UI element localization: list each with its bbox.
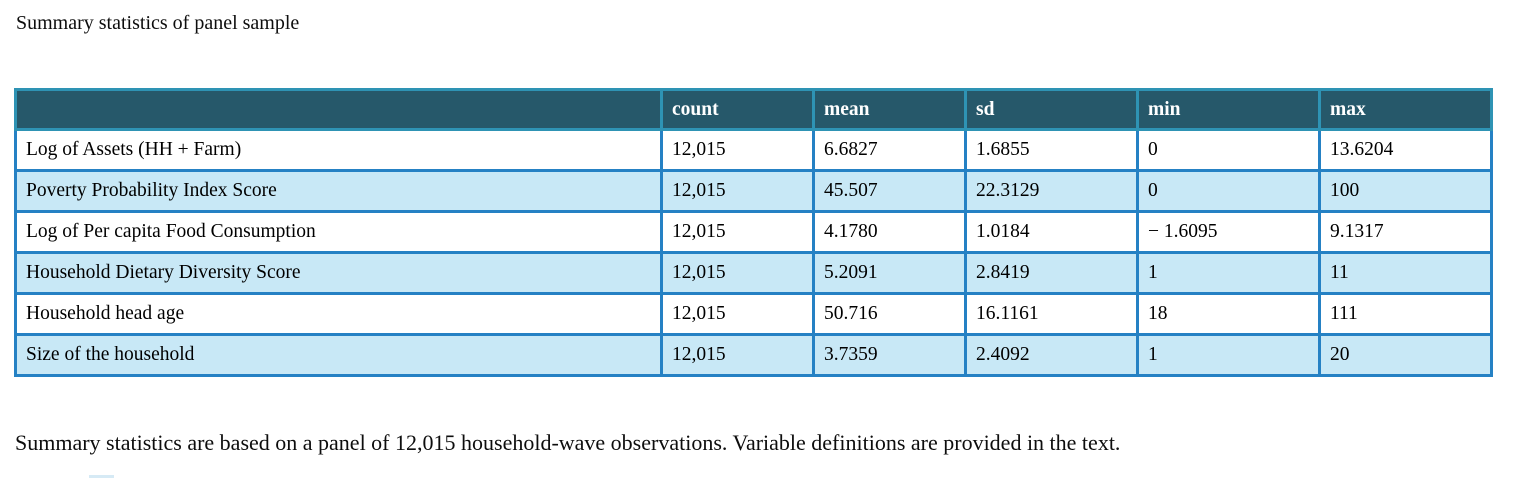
cell-count: 12,015: [660, 210, 815, 254]
cell-mean: 45.507: [812, 169, 967, 213]
column-header-count: count: [660, 88, 815, 131]
cell-count: 12,015: [660, 292, 815, 336]
cell-mean: 50.716: [812, 292, 967, 336]
cell-sd: 1.0184: [964, 210, 1139, 254]
cell-max: 20: [1318, 333, 1493, 377]
page-title: Summary statistics of panel sample: [16, 12, 300, 34]
row-label: Size of the household: [14, 333, 663, 377]
cell-sd: 1.6855: [964, 128, 1139, 172]
cell-count: 12,015: [660, 251, 815, 295]
row-label: Log of Assets (HH + Farm): [14, 128, 663, 172]
column-header-sd: sd: [964, 88, 1139, 131]
column-header-variable: [14, 88, 663, 131]
row-label: Poverty Probability Index Score: [14, 169, 663, 213]
cell-max: 13.6204: [1318, 128, 1493, 172]
header-row: count mean sd min max: [14, 88, 1493, 131]
table-note: Summary statistics are based on a panel …: [15, 430, 1121, 455]
cell-min: 18: [1136, 292, 1321, 336]
cell-count: 12,015: [660, 333, 815, 377]
cell-count: 12,015: [660, 169, 815, 213]
cell-sd: 22.3129: [964, 169, 1139, 213]
cell-max: 100: [1318, 169, 1493, 213]
cell-min: 0: [1136, 169, 1321, 213]
table-row: Household Dietary Diversity Score 12,015…: [14, 251, 1493, 295]
column-header-max: max: [1318, 88, 1493, 131]
cell-min: 0: [1136, 128, 1321, 172]
column-header-min: min: [1136, 88, 1321, 131]
table-row: Log of Assets (HH + Farm) 12,015 6.6827 …: [14, 128, 1493, 172]
cell-mean: 3.7359: [812, 333, 967, 377]
cell-max: 9.1317: [1318, 210, 1493, 254]
row-label: Household Dietary Diversity Score: [14, 251, 663, 295]
table-row: Size of the household 12,015 3.7359 2.40…: [14, 333, 1493, 377]
cell-mean: 5.2091: [812, 251, 967, 295]
cell-min: 1: [1136, 251, 1321, 295]
cell-mean: 4.1780: [812, 210, 967, 254]
cell-max: 11: [1318, 251, 1493, 295]
cell-max: 111: [1318, 292, 1493, 336]
row-label: Log of Per capita Food Consumption: [14, 210, 663, 254]
cell-min: 1: [1136, 333, 1321, 377]
row-label: Household head age: [14, 292, 663, 336]
cell-mean: 6.6827: [812, 128, 967, 172]
cell-sd: 2.8419: [964, 251, 1139, 295]
cell-sd: 2.4092: [964, 333, 1139, 377]
partial-element-sliver: [89, 475, 114, 478]
table-row: Household head age 12,015 50.716 16.1161…: [14, 292, 1493, 336]
cell-sd: 16.1161: [964, 292, 1139, 336]
table-row: Log of Per capita Food Consumption 12,01…: [14, 210, 1493, 254]
cell-min: − 1.6095: [1136, 210, 1321, 254]
column-header-mean: mean: [812, 88, 967, 131]
summary-statistics-table: count mean sd min max Log of Assets (HH …: [14, 88, 1493, 377]
cell-count: 12,015: [660, 128, 815, 172]
table-row: Poverty Probability Index Score 12,015 4…: [14, 169, 1493, 213]
